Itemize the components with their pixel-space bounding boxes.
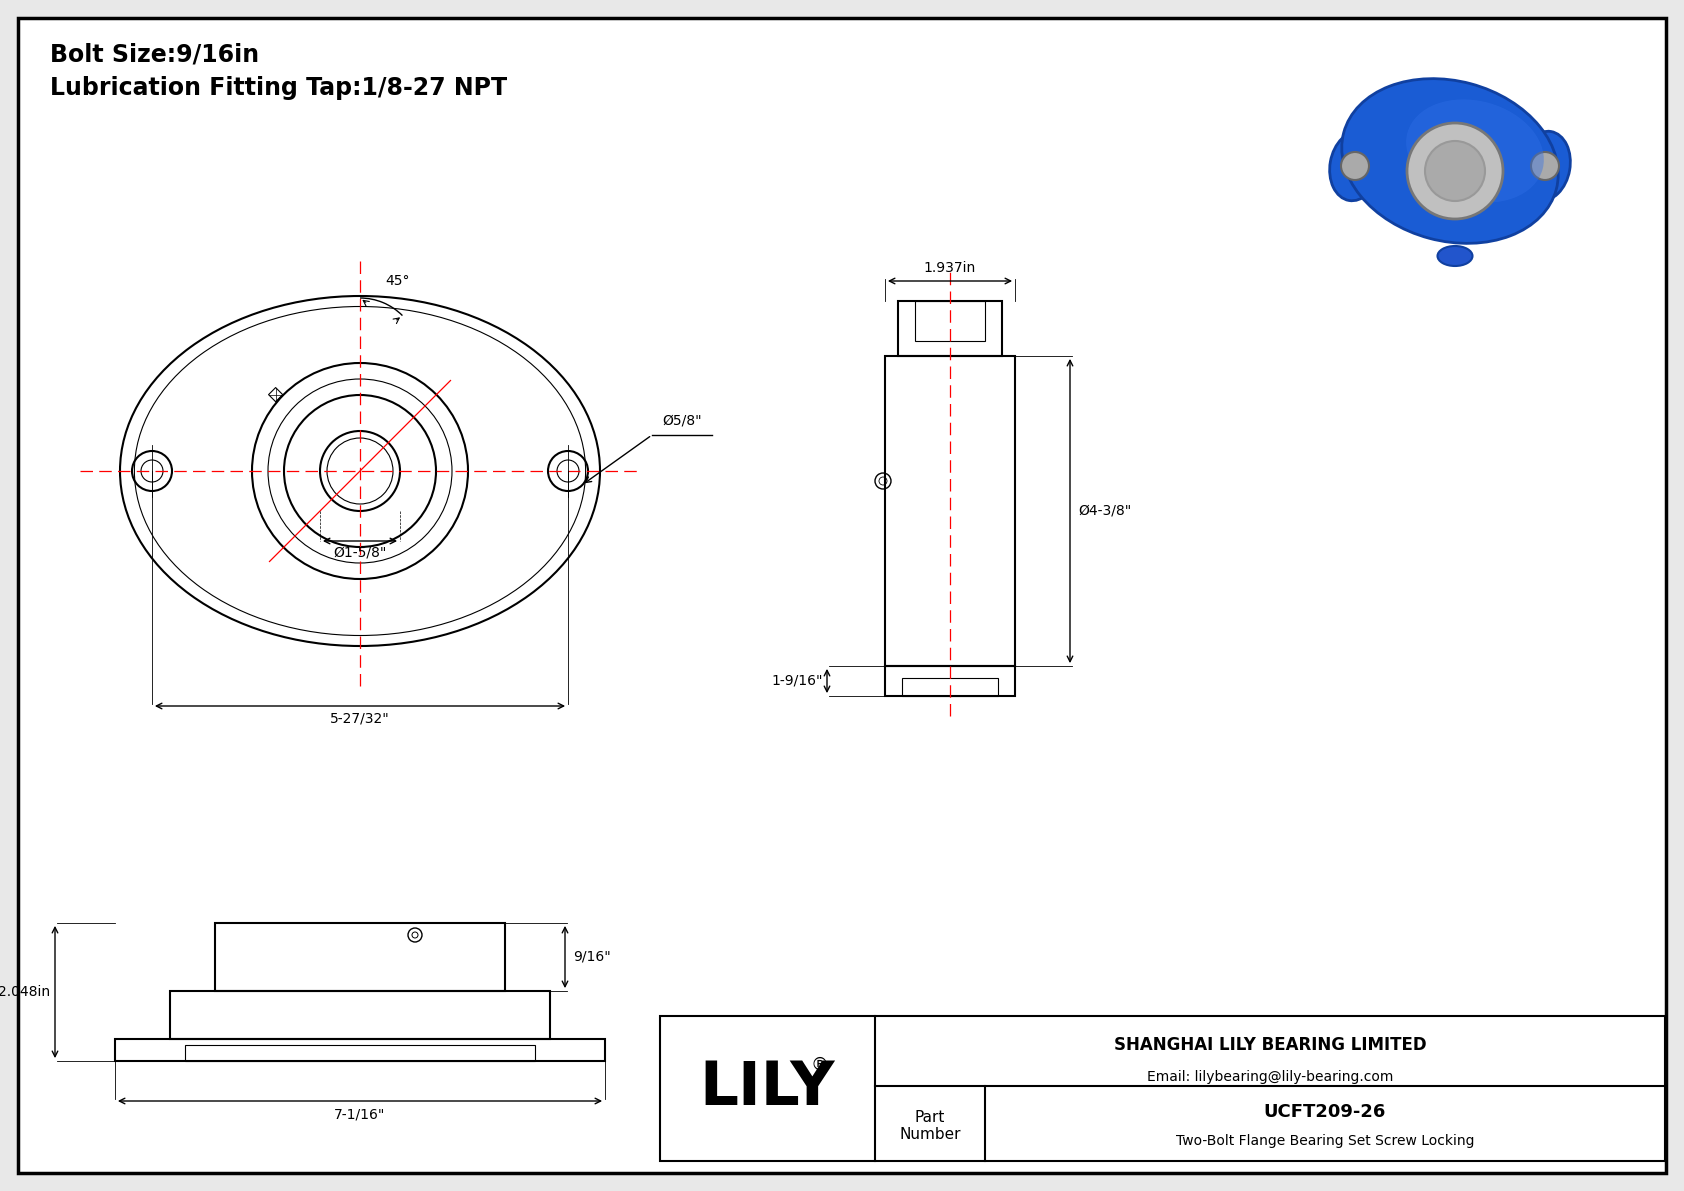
Text: LILY: LILY [701, 1059, 835, 1118]
Text: 9/16": 9/16" [573, 950, 611, 964]
Bar [185, 1045, 536, 1061]
Text: Email: lilybearing@lily-bearing.com: Email: lilybearing@lily-bearing.com [1147, 1070, 1393, 1084]
Bar [886, 356, 1015, 666]
Ellipse shape [1438, 247, 1472, 266]
Text: Two-Bolt Flange Bearing Set Screw Locking: Two-Bolt Flange Bearing Set Screw Lockin… [1175, 1134, 1474, 1148]
Text: SHANGHAI LILY BEARING LIMITED: SHANGHAI LILY BEARING LIMITED [1113, 1036, 1426, 1054]
Ellipse shape [1330, 131, 1381, 201]
Bar [115, 1039, 605, 1061]
Circle shape [1340, 152, 1369, 180]
Text: 45°: 45° [386, 274, 409, 288]
Ellipse shape [1519, 131, 1571, 201]
Bar [216, 923, 505, 991]
Circle shape [1408, 123, 1504, 219]
Text: Ø1-5/8": Ø1-5/8" [333, 545, 387, 560]
Text: 1-9/16": 1-9/16" [771, 674, 823, 688]
Circle shape [1531, 152, 1559, 180]
Bar [903, 678, 999, 696]
Bar [660, 1016, 1665, 1161]
Text: 1.937in: 1.937in [925, 261, 977, 275]
Text: 2.048in: 2.048in [0, 985, 51, 999]
Text: Part
Number: Part Number [899, 1110, 962, 1142]
Text: Ø4-3/8": Ø4-3/8" [1078, 504, 1132, 518]
Text: 7-1/16": 7-1/16" [335, 1106, 386, 1121]
Bar [914, 301, 985, 341]
Text: ®: ® [810, 1055, 829, 1073]
Circle shape [1425, 141, 1485, 201]
Text: UCFT209-26: UCFT209-26 [1263, 1103, 1386, 1121]
Ellipse shape [1406, 99, 1544, 202]
Bar [898, 301, 1002, 356]
Text: 5-27/32": 5-27/32" [330, 712, 391, 727]
Text: Lubrication Fitting Tap:1/8-27 NPT: Lubrication Fitting Tap:1/8-27 NPT [51, 76, 507, 100]
Text: Bolt Size:9/16in: Bolt Size:9/16in [51, 43, 259, 67]
Bar [886, 666, 1015, 696]
Ellipse shape [1342, 79, 1558, 243]
Text: Ø5/8": Ø5/8" [662, 414, 702, 428]
Bar [170, 991, 551, 1039]
